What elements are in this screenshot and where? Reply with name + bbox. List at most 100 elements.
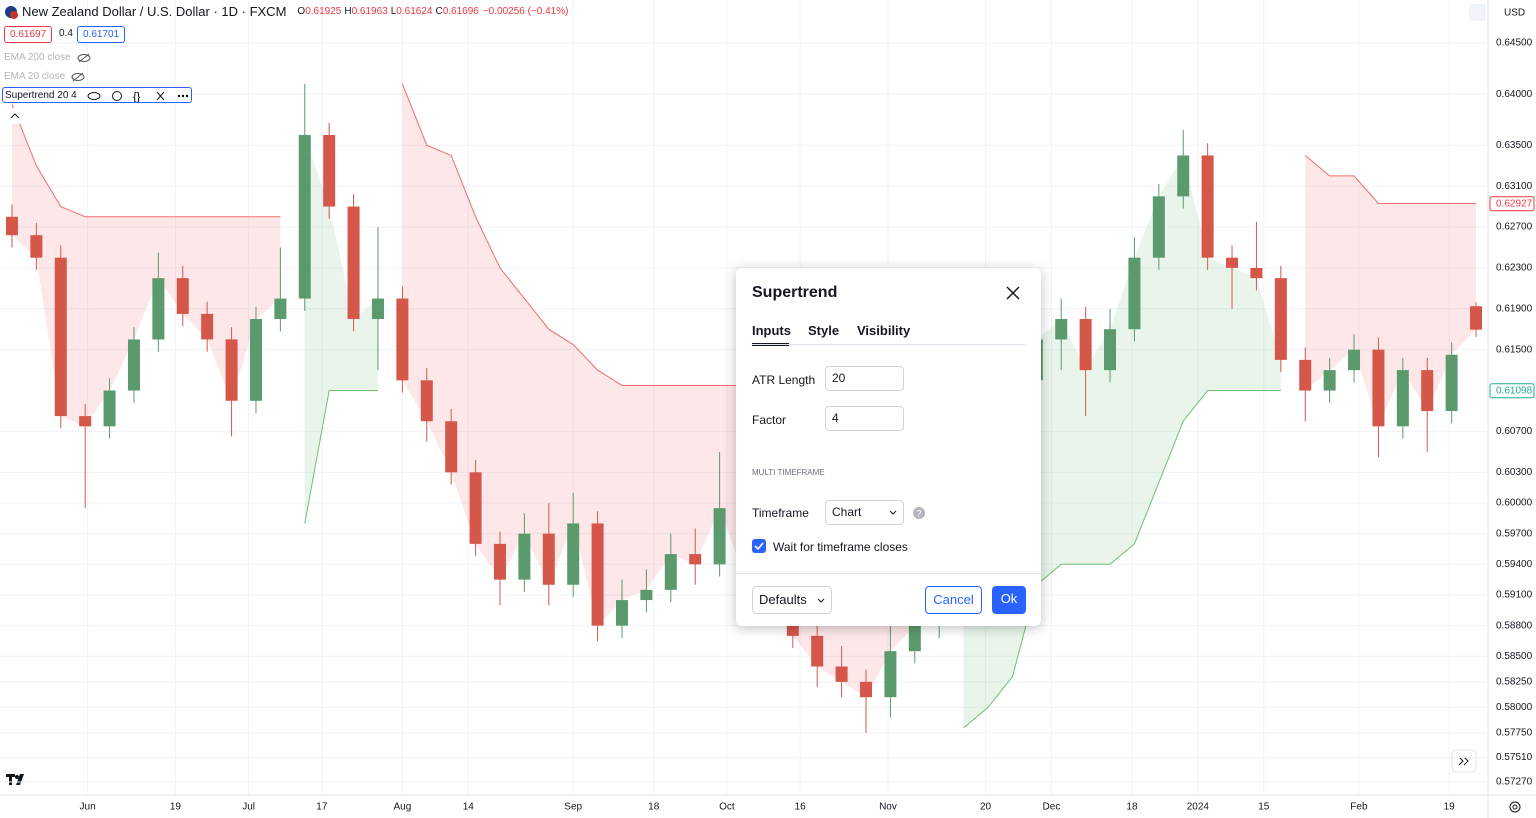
candle-body <box>518 533 531 580</box>
price-label: 0.61098 <box>1496 385 1533 396</box>
y-tick-label: 0.58000 <box>1496 702 1533 713</box>
candle-body <box>591 523 604 626</box>
price-label-box <box>1489 196 1535 212</box>
ok-button[interactable]: Ok <box>992 586 1026 614</box>
hidden-icon[interactable] <box>77 53 91 63</box>
tab[interactable]: Style <box>808 323 840 338</box>
candle-body <box>1079 319 1092 371</box>
candle-body <box>1323 370 1336 391</box>
x-tick-label: 2024 <box>1187 802 1210 813</box>
cancel-button[interactable]: Cancel <box>925 586 982 614</box>
checkbox-label[interactable]: Wait for timeframe closes <box>773 540 908 554</box>
dialog: Supertrend Inputs Style Visibility ATR L… <box>736 268 1041 626</box>
indicator-legend[interactable]: EMA 20 close <box>4 71 85 82</box>
collapse-button[interactable] <box>5 108 25 124</box>
chevron <box>889 510 897 515</box>
candle-body <box>542 533 555 585</box>
currency[interactable]: USD <box>1504 8 1525 19</box>
field-label: Factor <box>752 413 787 427</box>
legend-actions[interactable]: {} <box>87 90 193 102</box>
y-tick-label: 0.59100 <box>1496 590 1533 601</box>
sell-price[interactable]: 0.61697 <box>4 26 53 43</box>
candle-body <box>884 651 897 698</box>
flag-icon <box>5 5 18 19</box>
y-tick-label: 0.58250 <box>1496 676 1533 687</box>
y-tick-label: 0.57750 <box>1496 728 1533 739</box>
spread: 0.4 <box>54 26 78 41</box>
y-tick-label: 0.58800 <box>1496 620 1533 631</box>
candle-body <box>152 278 165 340</box>
y-tick-label: 0.62300 <box>1496 263 1533 274</box>
separator <box>736 573 1041 574</box>
svg-text:?: ? <box>916 509 921 519</box>
candle-body <box>1348 349 1361 371</box>
dropdown[interactable]: Chart <box>825 500 904 525</box>
tab[interactable]: Inputs <box>752 323 791 338</box>
indicator-name: EMA 200 close <box>4 52 71 63</box>
candle-body <box>713 508 726 565</box>
x-tick-label: Jun <box>80 802 96 813</box>
tab[interactable]: Visibility <box>857 323 911 338</box>
candle-body <box>908 625 921 652</box>
candle-body <box>1274 278 1287 360</box>
candle-body <box>274 298 287 320</box>
candle-body <box>420 380 433 422</box>
settings-button[interactable] <box>1469 4 1486 21</box>
close-button[interactable] <box>1006 286 1020 300</box>
symbol[interactable]: New Zealand Dollar / U.S. Dollar · 1D · … <box>22 4 287 19</box>
input[interactable]: 20 <box>825 366 904 391</box>
y-tick-label: 0.58500 <box>1496 651 1533 662</box>
y-tick-label: 0.64500 <box>1496 38 1533 49</box>
candle-body <box>5 216 18 236</box>
dialog-title: Supertrend <box>752 284 838 301</box>
ohlc-change: −0.00256 (−0.41%) <box>482 6 569 17</box>
supertrend-legend[interactable]: Supertrend 20 4 {} <box>2 87 192 103</box>
x-tick-label: Jul <box>242 802 255 813</box>
candle-body <box>127 339 140 391</box>
x-tick-label: Feb <box>1350 802 1368 813</box>
candle-body <box>54 257 67 417</box>
ohlc-key: C <box>435 6 443 17</box>
y-tick-label: 0.60000 <box>1496 498 1533 509</box>
buy-price[interactable]: 0.61701 <box>77 26 126 43</box>
y-tick-label: 0.61900 <box>1496 303 1533 314</box>
candle-body <box>79 416 92 427</box>
candle-body <box>1421 370 1434 411</box>
x-tick-label: Sep <box>564 802 582 813</box>
ohlc-value: 0.61696 <box>442 6 479 17</box>
tv-logo[interactable] <box>6 774 24 785</box>
chevron <box>817 598 825 603</box>
candle-body <box>493 543 506 580</box>
checkbox[interactable] <box>752 539 766 553</box>
y-tick-label: 0.60300 <box>1496 467 1533 478</box>
y-tick-label: 0.61500 <box>1496 344 1533 355</box>
y-tick-label: 0.62700 <box>1496 222 1533 233</box>
ohlc-value: 0.61963 <box>351 6 388 17</box>
candle-body <box>371 298 384 320</box>
defaults-button[interactable]: Defaults <box>752 586 832 614</box>
help-icon[interactable]: ? <box>912 506 926 520</box>
field-label: ATR Length <box>752 373 816 387</box>
y-tick-label: 0.59400 <box>1496 559 1533 570</box>
candle-body <box>1201 155 1214 258</box>
candle-body <box>396 298 409 381</box>
scroll-button[interactable] <box>1451 749 1477 773</box>
input[interactable]: 4 <box>825 406 904 431</box>
x-tick-label: Dec <box>1043 802 1061 813</box>
indicator-legend[interactable]: EMA 200 close <box>4 52 91 63</box>
indicator-name: EMA 20 close <box>4 71 66 82</box>
candle-body <box>347 206 360 320</box>
candle-body <box>298 135 311 299</box>
x-tick-label: 15 <box>1258 802 1270 813</box>
x-tick-label: Aug <box>393 802 411 813</box>
candle-body <box>225 339 238 401</box>
candle-body <box>1299 359 1312 391</box>
separator <box>752 344 1025 345</box>
gear-icon[interactable] <box>1509 801 1521 813</box>
candle-body <box>201 313 214 340</box>
candle-body <box>1152 196 1165 258</box>
hidden-icon[interactable] <box>71 72 85 82</box>
candle-body <box>811 635 824 667</box>
ohlc-key: O <box>297 6 306 17</box>
